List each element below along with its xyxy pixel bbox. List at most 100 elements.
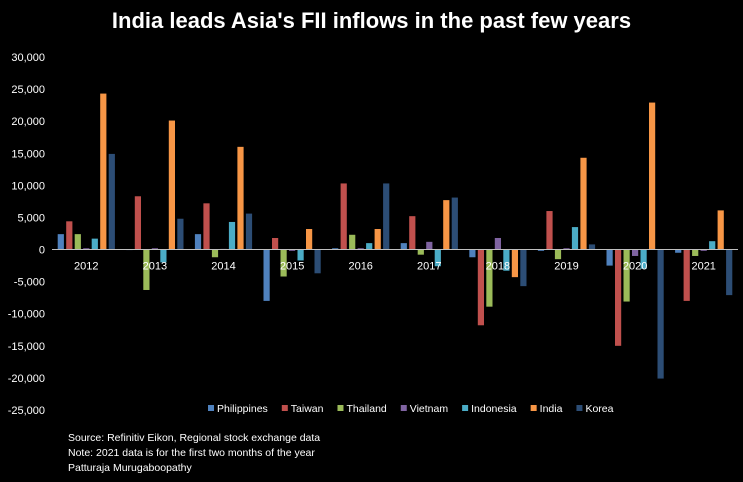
chart-title: India leads Asia's FII inflows in the pa… <box>111 8 632 33</box>
bar-india-2018 <box>511 249 518 278</box>
source-note: Source: Refinitiv Eikon, Regional stock … <box>68 432 321 444</box>
bar-india-2012 <box>100 93 107 250</box>
bar-philippines-2021 <box>675 249 682 253</box>
y-tick-label: 20,000 <box>11 116 45 128</box>
bar-vietnam-2017 <box>426 241 433 250</box>
bar-taiwan-2020 <box>615 249 622 346</box>
bar-philippines-2015 <box>263 249 270 301</box>
y-tick-label: -10,000 <box>8 309 45 321</box>
bar-india-2019 <box>580 157 587 250</box>
legend-label-vietnam: Vietnam <box>410 403 449 415</box>
chart-notes: Source: Refinitiv Eikon, Regional stock … <box>68 431 320 476</box>
bar-indonesia-2021 <box>709 241 716 250</box>
legend-label-indonesia: Indonesia <box>471 403 517 415</box>
legend-label-korea: Korea <box>585 403 613 415</box>
legend: Philippines Taiwan Thailand Vietnam Indonesi… <box>208 403 614 415</box>
bar-philippines-2014 <box>194 234 202 250</box>
bar-philippines-2012 <box>57 234 64 250</box>
bar-taiwan-2012 <box>66 221 73 250</box>
x-tick-label: 2020 <box>623 261 647 273</box>
bar-korea-2015 <box>314 249 321 274</box>
bar-india-2015 <box>306 229 313 250</box>
bar-indonesia-2014 <box>228 221 236 250</box>
bar-taiwan-2014 <box>203 203 210 250</box>
bar-indonesia-2012 <box>91 238 98 250</box>
y-tick-label: -20,000 <box>8 373 45 385</box>
y-tick-label: 25,000 <box>11 84 45 96</box>
bar-vietnam-2018 <box>494 237 501 250</box>
bar-korea-2018 <box>520 249 527 287</box>
bar-thailand-2015 <box>280 249 287 277</box>
bar-korea-2014 <box>245 213 253 250</box>
legend-label-taiwan: Taiwan <box>291 403 324 415</box>
legend-label-thailand: Thailand <box>346 403 386 415</box>
x-tick-label: 2016 <box>348 261 372 273</box>
x-axis-labels: 2012 2013 2014 2015 2016 2017 2018 2019 2020 2021 <box>74 261 716 273</box>
y-tick-label: -15,000 <box>8 341 45 353</box>
legend-label-philippines: Philippines <box>217 403 268 415</box>
legend-swatch-indonesia <box>462 405 469 411</box>
x-tick-label: 2014 <box>211 261 235 273</box>
bar-philippines-2020 <box>606 249 613 266</box>
bars-layer <box>57 93 733 379</box>
bar-korea-2017 <box>451 197 458 250</box>
bar-thailand-2016 <box>349 234 356 250</box>
y-tick-label: -5,000 <box>14 277 45 289</box>
legend-swatch-philippines <box>208 405 214 411</box>
bar-philippines-2016 <box>332 248 339 250</box>
legend-swatch-india <box>530 405 537 411</box>
bar-india-2014 <box>237 146 244 250</box>
bar-thailand-2019 <box>554 249 562 260</box>
bar-thailand-2018 <box>486 249 493 307</box>
bar-taiwan-2013 <box>134 196 141 250</box>
y-tick-label: 30,000 <box>11 52 45 64</box>
bar-vietnam-2015 <box>289 249 296 251</box>
bar-taiwan-2021 <box>683 249 690 301</box>
data-note: Note: 2021 data is for the first two mon… <box>68 447 315 459</box>
x-tick-label: 2012 <box>74 261 98 273</box>
legend-swatch-vietnam <box>400 405 407 411</box>
x-tick-label: 2018 <box>486 261 510 273</box>
bar-vietnam-2016 <box>357 248 364 250</box>
x-tick-label: 2013 <box>143 261 167 273</box>
y-tick-label: -25,000 <box>8 405 45 417</box>
bar-thailand-2012 <box>74 234 81 250</box>
x-tick-label: 2019 <box>554 261 578 273</box>
bar-indonesia-2020 <box>640 249 647 269</box>
bar-indonesia-2017 <box>434 249 441 267</box>
author-credit: Patturaja Murugaboopathy <box>68 462 192 474</box>
bar-india-2020 <box>649 102 656 250</box>
y-tick-label: 0 <box>39 245 45 257</box>
x-tick-label: 2015 <box>280 261 304 273</box>
bar-philippines-2018 <box>469 249 476 258</box>
bar-taiwan-2016 <box>340 183 347 250</box>
x-tick-label: 2021 <box>691 261 715 273</box>
bar-philippines-2017 <box>400 243 407 250</box>
y-tick-label: 15,000 <box>11 148 45 160</box>
bar-korea-2013 <box>177 218 184 250</box>
bar-taiwan-2018 <box>477 249 484 326</box>
bar-india-2016 <box>374 229 381 250</box>
bar-india-2013 <box>168 120 175 250</box>
bar-indonesia-2013 <box>160 249 167 263</box>
bar-korea-2021 <box>726 249 733 296</box>
bar-taiwan-2019 <box>546 211 553 250</box>
bar-korea-2012 <box>108 153 115 250</box>
bar-thailand-2020 <box>623 249 630 302</box>
legend-swatch-thailand <box>337 405 344 411</box>
bar-thailand-2013 <box>143 249 150 290</box>
bar-korea-2016 <box>383 183 390 250</box>
y-tick-label: 5,000 <box>17 212 45 224</box>
bar-indonesia-2016 <box>366 243 373 250</box>
x-tick-label: 2017 <box>417 261 441 273</box>
bar-india-2021 <box>717 210 724 250</box>
bar-thailand-2017 <box>417 249 424 255</box>
bar-vietnam-2012 <box>83 248 90 250</box>
bar-philippines-2019 <box>537 249 545 251</box>
bar-vietnam-2021 <box>700 249 707 251</box>
y-tick-label: 10,000 <box>11 180 45 192</box>
legend-swatch-korea <box>576 405 583 411</box>
bar-india-2017 <box>443 200 450 250</box>
bar-thailand-2014 <box>211 249 219 258</box>
legend-label-india: India <box>540 403 563 415</box>
